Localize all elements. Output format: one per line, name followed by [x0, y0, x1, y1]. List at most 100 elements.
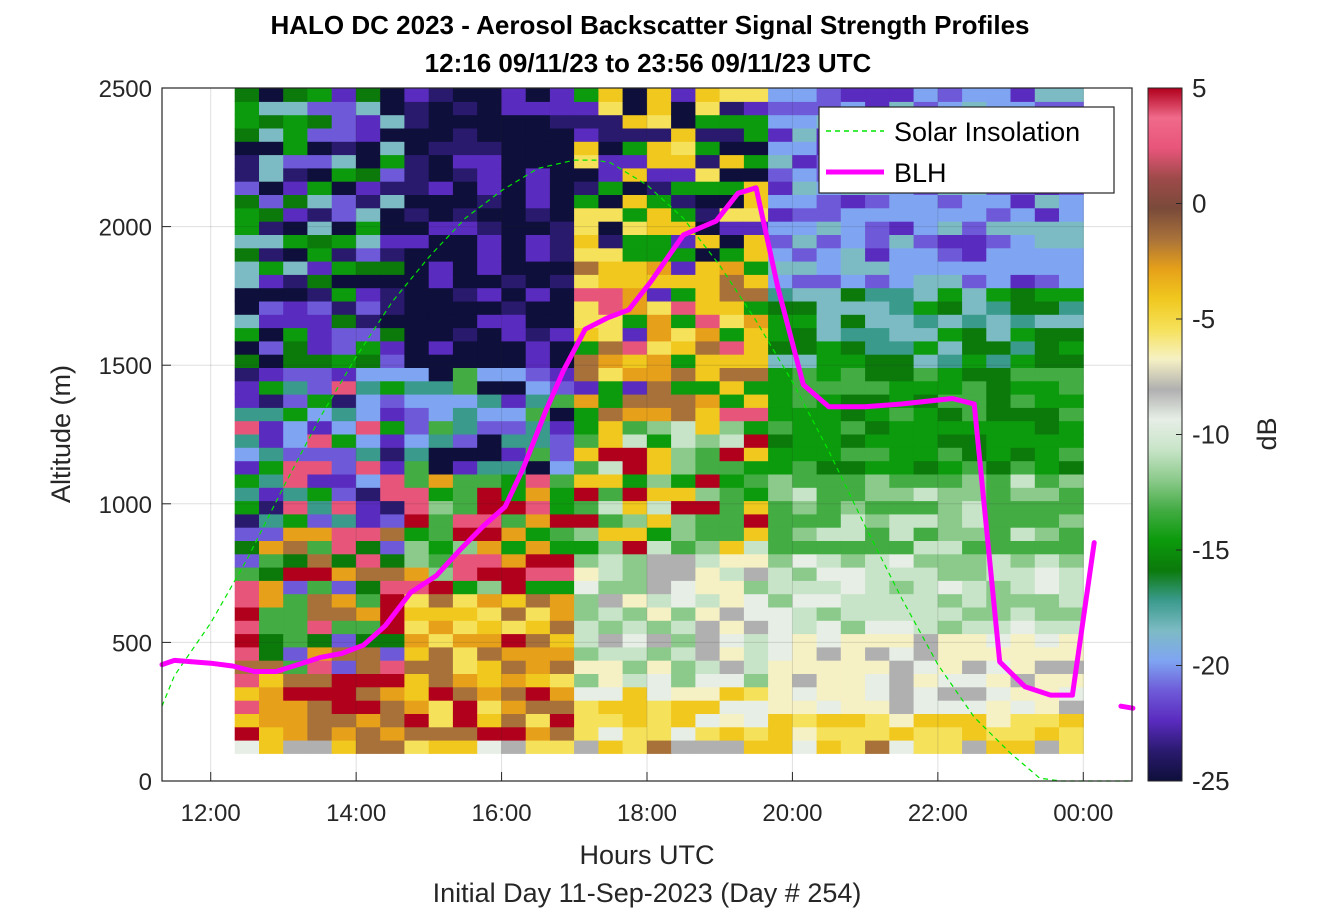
- heatmap-cell: [792, 247, 818, 262]
- heatmap-cell: [234, 314, 260, 329]
- heatmap-cell: [307, 593, 333, 608]
- heatmap-cell: [622, 473, 648, 488]
- heatmap-cell: [622, 407, 648, 422]
- heatmap-cell: [913, 593, 939, 608]
- heatmap-cell: [259, 740, 284, 754]
- heatmap-cell: [452, 114, 478, 129]
- heatmap-cell: [719, 114, 745, 129]
- heatmap-cell: [331, 221, 357, 235]
- heatmap-cell: [962, 194, 987, 209]
- heatmap-cell: [768, 127, 793, 142]
- heatmap-cell: [428, 420, 454, 435]
- heatmap-cell: [671, 726, 696, 741]
- heatmap-cell: [937, 88, 963, 102]
- heatmap-cell: [380, 247, 405, 262]
- heatmap-cell: [719, 713, 745, 728]
- heatmap-cell: [501, 114, 527, 129]
- heatmap-cell: [283, 686, 308, 701]
- heatmap-cell: [962, 447, 987, 462]
- heatmap-cell: [671, 380, 696, 395]
- heatmap-cell: [816, 500, 842, 515]
- heatmap-cell: [743, 194, 769, 209]
- heatmap-cell: [646, 686, 672, 701]
- heatmap-cell: [1010, 620, 1036, 635]
- heatmap-cell: [404, 447, 430, 462]
- heatmap-cell: [816, 620, 842, 635]
- heatmap-cell: [671, 620, 696, 635]
- heatmap-cell: [913, 646, 939, 661]
- heatmap-cell: [331, 433, 357, 448]
- heatmap-cell: [549, 314, 575, 329]
- heatmap-cell: [574, 167, 599, 182]
- heatmap-cell: [574, 247, 599, 262]
- heatmap-cell: [307, 433, 333, 448]
- heatmap-cell: [234, 540, 260, 555]
- heatmap-cell: [549, 88, 575, 102]
- heatmap-cell: [428, 686, 454, 701]
- heatmap-cell: [622, 167, 648, 182]
- heatmap-cell: [865, 247, 890, 262]
- heatmap-cell: [937, 420, 963, 435]
- heatmap-cell: [913, 247, 939, 262]
- heatmap-cell: [307, 700, 333, 714]
- heatmap-cell: [646, 713, 672, 728]
- heatmap-cell: [549, 646, 575, 661]
- heatmap-cell: [768, 367, 793, 382]
- heatmap-cell: [671, 181, 696, 195]
- heatmap-cell: [259, 141, 284, 156]
- heatmap-cell: [283, 487, 308, 502]
- heatmap-cell: [768, 553, 793, 568]
- heatmap-cell: [598, 686, 624, 701]
- heatmap-cell: [865, 300, 890, 315]
- heatmap-cell: [501, 127, 527, 142]
- heatmap-cell: [1059, 700, 1084, 714]
- heatmap-cell: [646, 527, 672, 541]
- heatmap-cell: [768, 340, 793, 355]
- heatmap-cell: [1034, 327, 1060, 342]
- heatmap-cell: [1059, 287, 1084, 302]
- heatmap-cell: [477, 700, 502, 714]
- heatmap-cell: [355, 287, 381, 302]
- heatmap-cell: [1034, 513, 1060, 528]
- heatmap-cell: [452, 141, 478, 156]
- heatmap-cell: [428, 473, 454, 488]
- heatmap-cell: [574, 141, 599, 156]
- heatmap-cell: [234, 88, 260, 102]
- heatmap-cell: [549, 740, 575, 754]
- heatmap-cell: [792, 433, 818, 448]
- heatmap-cell: [259, 606, 284, 621]
- heatmap-cell: [331, 420, 357, 435]
- heatmap-cell: [501, 407, 527, 422]
- heatmap-cell: [428, 394, 454, 408]
- heatmap-cell: [404, 314, 430, 329]
- heatmap-cell: [452, 473, 478, 488]
- heatmap-cell: [549, 261, 575, 275]
- heatmap-cell: [501, 234, 527, 249]
- heatmap-cell: [986, 327, 1012, 342]
- colorbar-ticks: 50-5-10-15-20-25: [1176, 73, 1230, 796]
- heatmap-cell: [913, 407, 939, 422]
- heatmap-cell: [816, 314, 842, 329]
- heatmap-cell: [719, 487, 745, 502]
- heatmap-cell: [355, 433, 381, 448]
- heatmap-cell: [719, 221, 745, 235]
- heatmap-cell: [331, 247, 357, 262]
- heatmap-cell: [331, 88, 357, 102]
- heatmap-cell: [743, 394, 769, 408]
- heatmap-cell: [549, 207, 575, 222]
- heatmap-cell: [1010, 633, 1036, 648]
- heatmap-cell: [1034, 606, 1060, 621]
- heatmap-cell: [743, 646, 769, 661]
- heatmap-cell: [622, 673, 648, 688]
- heatmap-cell: [792, 633, 818, 648]
- heatmap-cell: [768, 606, 793, 621]
- heatmap-cell: [768, 660, 793, 674]
- heatmap-cell: [913, 340, 939, 355]
- heatmap-cell: [380, 726, 405, 741]
- heatmap-cell: [719, 686, 745, 701]
- heatmap-cell: [477, 713, 502, 728]
- heatmap-cell: [234, 420, 260, 435]
- heatmap-cell: [380, 221, 405, 235]
- heatmap-cell: [307, 606, 333, 621]
- heatmap-cell: [355, 620, 381, 635]
